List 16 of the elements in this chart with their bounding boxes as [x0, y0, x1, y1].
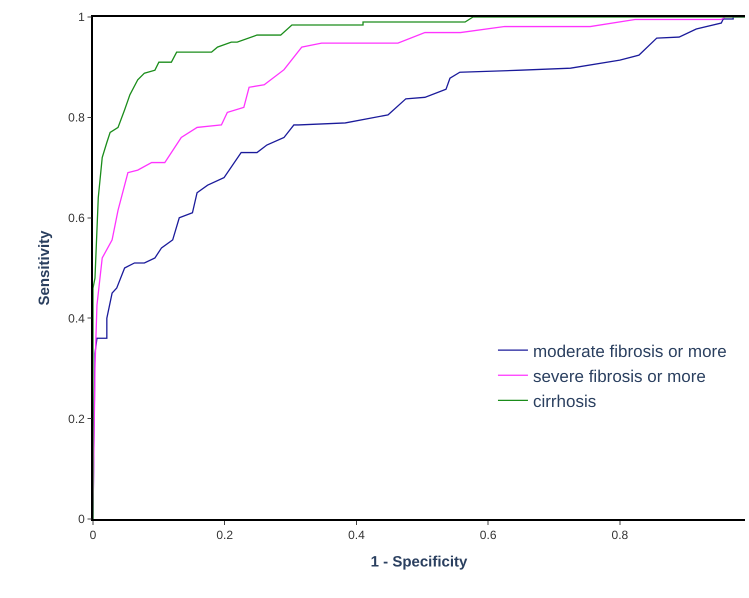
legend-label: severe fibrosis or more: [532, 366, 706, 386]
x-tick-label: 0.2: [216, 528, 234, 542]
x-tick-label: 0: [90, 528, 97, 542]
legend-label: moderate fibrosis or more: [532, 342, 727, 361]
x-tick-label: 0.8: [612, 528, 629, 542]
x-tick-label: 0.4: [348, 528, 366, 542]
y-tick-label: 0.4: [68, 311, 86, 326]
y-tick-label: 0.2: [68, 412, 86, 426]
y-tick-label: 1: [78, 10, 86, 24]
x-axis-title: 1 - Specificity: [370, 554, 468, 571]
legend-label: cirrhosis: [532, 392, 596, 411]
x-tick-label: 0.6: [480, 528, 497, 542]
y-axis-title: Sensitivity: [36, 230, 53, 306]
y-tick-label: 0.6: [68, 211, 86, 225]
y-tick-label: 0: [78, 512, 86, 526]
y-tick-label: 0.8: [68, 110, 86, 125]
